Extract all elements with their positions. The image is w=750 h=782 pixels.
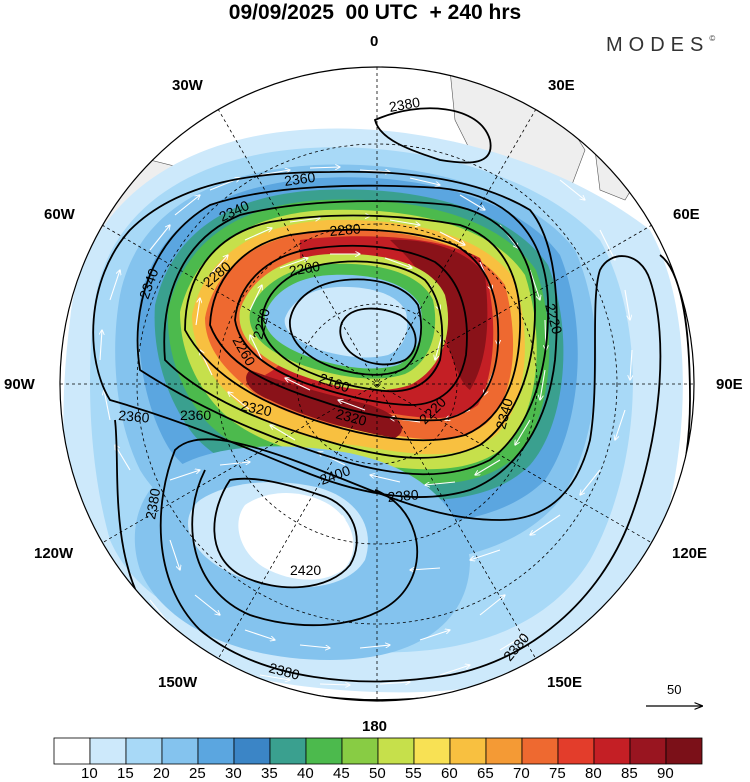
colorbar-tick-label: 75 [549,765,566,782]
colorbar-swatch [341,737,379,765]
colorbar-swatch [413,737,451,765]
lon-label-0: 0 [370,33,379,50]
lon-label-150e: 150E [547,674,583,691]
colorbar-tick-label: 70 [513,765,530,782]
colorbar-swatch [449,737,487,765]
contour-label: 2380 [267,659,301,683]
lon-label-120e: 120E [672,545,708,562]
colorbar-swatch [233,737,271,765]
colorbar-swatch [377,737,415,765]
colorbar-tick-label: 10 [81,765,98,782]
colorbar-swatch [521,737,559,765]
colorbar-tick-label: 30 [225,765,242,782]
colorbar-tick-label: 15 [117,765,134,782]
colorbar-swatch [125,737,163,765]
colorbar-tick-label: 85 [621,765,638,782]
colorbar-swatch [629,737,667,765]
contour-label: 2280 [329,220,362,239]
colorbar-tick-label: 65 [477,765,494,782]
contour-label: 2320 [334,405,368,429]
colorbar-swatch [197,737,235,765]
colorbar-swatch [53,737,91,765]
colorbar-tick-label: 40 [297,765,314,782]
contour-label: 2220 [542,302,566,336]
contour-label: 2340 [492,396,516,430]
colorbar-tick-label: 80 [585,765,602,782]
contour-label: 2360 [118,407,151,426]
contour-label: 2380 [388,94,422,115]
contour-label: 2420 [290,562,321,578]
colorbar-swatch [593,737,631,765]
lon-label-120w: 120W [34,545,74,562]
colorbar-tick-label: 50 [369,765,386,782]
contour-label: 2380 [387,486,420,505]
colorbar-tick-label: 20 [153,765,170,782]
lon-label-30e: 30E [548,77,575,94]
contour-label: 2360 [180,407,211,423]
contour-label: 2320 [239,397,273,419]
contour-label: 2220 [249,306,273,340]
colorbar-swatch [269,737,307,765]
reference-vector: 50 [646,682,702,706]
contour-label: 2380 [142,487,163,521]
colorbar-tick-label: 45 [333,765,350,782]
colorbar-swatch [485,737,523,765]
colorbar-tick-label: 90 [657,765,674,782]
brand-logo: MODES© [606,34,716,56]
lon-label-60w: 60W [44,206,75,223]
lon-label-90e: 90E [716,376,743,393]
lon-label-180: 180 [362,718,388,735]
graticule [60,67,694,701]
contour-label: 2360 [283,169,316,189]
lon-label-60e: 60E [673,206,700,223]
colorbar-tick-label: 60 [441,765,458,782]
lon-label-150w: 150W [158,674,198,691]
lon-label-30w: 30W [172,77,203,94]
colorbar-tick-label: 25 [189,765,206,782]
colorbar-swatch [557,737,595,765]
colorbar-tick-label: 35 [261,765,278,782]
colorbar-swatch [305,737,343,765]
contour-label: 2200 [288,258,322,279]
colorbar-tick-label: 55 [405,765,422,782]
colorbar-swatch [89,737,127,765]
reference-vector-label: 50 [667,682,681,697]
map-border [59,66,695,702]
colorbar-swatch [161,737,199,765]
lon-label-90w: 90W [4,376,35,393]
colorbar [53,737,703,765]
colorbar-swatch [665,737,703,765]
map-title: 09/09/2025 00 UTC + 240 hrs [228,1,522,24]
